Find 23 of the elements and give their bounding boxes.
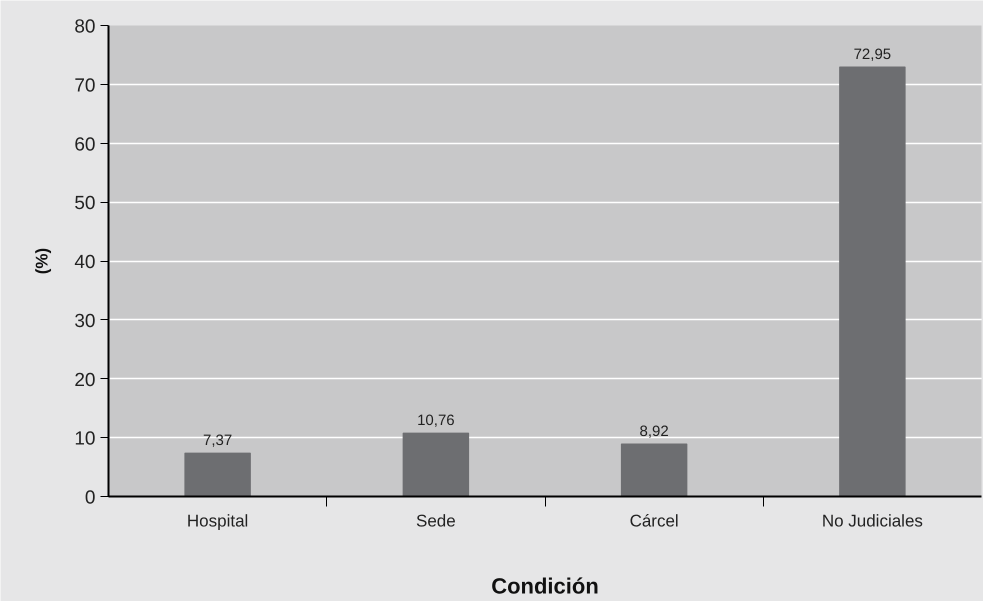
data-label: 7,37 [203,432,232,450]
y-tick-label: 50 [74,193,96,214]
x-tick-label: Hospital [186,512,248,530]
data-label: 72,95 [854,46,892,64]
x-tick-label: Cárcel [630,512,679,530]
bar [402,432,470,496]
bar [620,443,688,496]
y-tick-label: 20 [74,370,96,391]
y-tick-label: 10 [74,428,96,450]
y-tick-label: 60 [74,134,96,156]
y-tick-label: 30 [74,310,96,332]
y-axis-title: (%) [32,248,52,274]
y-tick-label: 40 [74,252,96,273]
bar [839,66,906,496]
data-label: 8,92 [640,422,669,440]
y-tick-label: 0 [84,488,96,508]
bar [184,452,251,496]
x-tick-label: Sede [416,512,456,530]
y-tick-label: 70 [74,75,96,96]
y-tick-label: 80 [74,16,96,38]
x-tick-label: No Judiciales [822,512,923,530]
x-axis-title: Condición [491,574,599,598]
data-label: 10,76 [417,412,455,430]
